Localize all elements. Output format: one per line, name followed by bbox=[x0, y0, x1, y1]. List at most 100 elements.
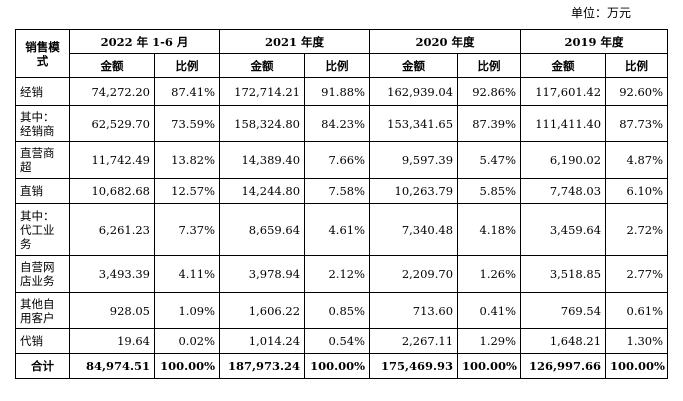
table-row: 直营商超 11,742.49 13.82% 14,389.40 7.66% 9,… bbox=[15, 141, 669, 179]
amount-cell: 11,742.49 bbox=[69, 141, 155, 179]
amount-header: 金额 bbox=[219, 53, 306, 78]
ratio-cell: 1.26% bbox=[457, 255, 522, 293]
header-row-metrics: 金额 比例 金额 比例 金额 比例 金额 比例 bbox=[16, 53, 669, 78]
ratio-cell: 0.61% bbox=[605, 292, 669, 329]
amount-cell: 158,324.80 bbox=[219, 105, 306, 142]
ratio-cell: 12.57% bbox=[153, 178, 221, 204]
ratio-cell: 4.87% bbox=[605, 141, 669, 179]
amount-cell: 14,389.40 bbox=[219, 141, 306, 179]
amount-cell: 7,340.48 bbox=[369, 203, 459, 256]
amount-cell: 126,997.66 bbox=[520, 353, 607, 379]
amount-cell: 14,244.80 bbox=[219, 178, 306, 204]
period-header: 2019 年度 bbox=[520, 29, 669, 54]
row-label: 经销 bbox=[15, 77, 70, 106]
amount-cell: 153,341.65 bbox=[369, 105, 459, 142]
amount-cell: 9,597.39 bbox=[369, 141, 459, 179]
amount-cell: 172,714.21 bbox=[219, 77, 306, 106]
ratio-cell: 13.82% bbox=[153, 141, 221, 179]
ratio-cell: 6.10% bbox=[605, 178, 669, 204]
ratio-cell: 0.85% bbox=[304, 292, 371, 329]
ratio-cell: 87.39% bbox=[457, 105, 522, 142]
row-label: 直营商超 bbox=[15, 141, 70, 179]
row-label: 其中：经销商 bbox=[15, 105, 70, 142]
amount-cell: 713.60 bbox=[369, 292, 459, 329]
amount-cell: 3,493.39 bbox=[69, 255, 155, 293]
amount-cell: 10,682.68 bbox=[69, 178, 155, 204]
row-label: 直销 bbox=[15, 178, 70, 204]
amount-cell: 769.54 bbox=[520, 292, 607, 329]
ratio-cell: 4.18% bbox=[457, 203, 522, 256]
ratio-cell: 7.58% bbox=[304, 178, 371, 204]
amount-cell: 74,272.20 bbox=[69, 77, 155, 106]
row-label: 其他自用客户 bbox=[15, 292, 70, 329]
amount-cell: 2,267.11 bbox=[369, 328, 459, 354]
amount-cell: 1,606.22 bbox=[219, 292, 306, 329]
amount-cell: 2,209.70 bbox=[369, 255, 459, 293]
sales-mode-table: 销售模式 2022 年 1-6 月 2021 年度 2020 年度 2019 年… bbox=[15, 29, 669, 379]
ratio-cell: 92.86% bbox=[457, 77, 522, 106]
period-header: 2021 年度 bbox=[219, 29, 371, 54]
amount-cell: 84,974.51 bbox=[69, 353, 155, 379]
total-label: 合计 bbox=[15, 353, 70, 379]
ratio-cell: 2.77% bbox=[605, 255, 669, 293]
ratio-cell: 7.37% bbox=[153, 203, 221, 256]
ratio-cell: 100.00% bbox=[153, 353, 221, 379]
period-header: 2022 年 1-6 月 bbox=[68, 29, 221, 54]
ratio-cell: 0.41% bbox=[457, 292, 522, 329]
amount-cell: 10,263.79 bbox=[369, 178, 459, 204]
ratio-cell: 100.00% bbox=[304, 353, 371, 379]
amount-cell: 117,601.42 bbox=[520, 77, 607, 106]
ratio-header: 比例 bbox=[153, 53, 221, 78]
amount-cell: 8,659.64 bbox=[219, 203, 306, 256]
ratio-cell: 92.60% bbox=[605, 77, 669, 106]
amount-header: 金额 bbox=[520, 53, 607, 78]
period-header: 2020 年度 bbox=[369, 29, 522, 54]
amount-cell: 3,459.64 bbox=[520, 203, 607, 256]
amount-cell: 3,518.85 bbox=[520, 255, 607, 293]
ratio-header: 比例 bbox=[304, 53, 371, 78]
ratio-cell: 87.73% bbox=[605, 105, 669, 142]
amount-cell: 1,648.21 bbox=[520, 328, 607, 354]
ratio-header: 比例 bbox=[605, 53, 669, 78]
ratio-cell: 5.47% bbox=[457, 141, 522, 179]
ratio-cell: 91.88% bbox=[304, 77, 371, 106]
ratio-cell: 2.72% bbox=[605, 203, 669, 256]
amount-cell: 19.64 bbox=[69, 328, 155, 354]
amount-header: 金额 bbox=[69, 53, 155, 78]
ratio-cell: 4.61% bbox=[304, 203, 371, 256]
ratio-cell: 4.11% bbox=[153, 255, 221, 293]
amount-cell: 1,014.24 bbox=[219, 328, 306, 354]
amount-cell: 6,261.23 bbox=[69, 203, 155, 256]
ratio-cell: 1.29% bbox=[457, 328, 522, 354]
amount-cell: 62,529.70 bbox=[69, 105, 155, 142]
ratio-cell: 0.02% bbox=[153, 328, 221, 354]
table-row: 其中：代工业务 6,261.23 7.37% 8,659.64 4.61% 7,… bbox=[15, 203, 669, 256]
header-row-periods: 销售模式 2022 年 1-6 月 2021 年度 2020 年度 2019 年… bbox=[15, 29, 669, 78]
amount-header: 金额 bbox=[369, 53, 459, 78]
amount-cell: 928.05 bbox=[69, 292, 155, 329]
ratio-cell: 73.59% bbox=[153, 105, 221, 142]
amount-cell: 162,939.04 bbox=[369, 77, 459, 106]
ratio-cell: 0.54% bbox=[304, 328, 371, 354]
table-row: 其他自用客户 928.05 1.09% 1,606.22 0.85% 713.6… bbox=[15, 292, 669, 329]
ratio-cell: 1.30% bbox=[605, 328, 669, 354]
row-label: 其中：代工业务 bbox=[15, 203, 70, 256]
unit-label: 单位：万元 bbox=[570, 6, 631, 20]
amount-cell: 175,469.93 bbox=[369, 353, 459, 379]
ratio-cell: 5.85% bbox=[457, 178, 522, 204]
amount-cell: 6,190.02 bbox=[520, 141, 607, 179]
amount-cell: 3,978.94 bbox=[219, 255, 306, 293]
row-label: 代销 bbox=[15, 328, 70, 354]
amount-cell: 7,748.03 bbox=[520, 178, 607, 204]
ratio-cell: 100.00% bbox=[457, 353, 522, 379]
amount-cell: 111,411.40 bbox=[520, 105, 607, 142]
ratio-cell: 7.66% bbox=[304, 141, 371, 179]
ratio-cell: 87.41% bbox=[153, 77, 221, 106]
ratio-cell: 100.00% bbox=[605, 353, 669, 379]
amount-cell: 187,973.24 bbox=[219, 353, 306, 379]
row-label: 自营网店业务 bbox=[15, 255, 70, 293]
mode-header: 销售模式 bbox=[15, 29, 70, 78]
table-row: 经销 74,272.20 87.41% 172,714.21 91.88% 16… bbox=[15, 77, 669, 106]
table-row: 代销 19.64 0.02% 1,014.24 0.54% 2,267.11 1… bbox=[15, 328, 669, 354]
table-row: 其中：经销商 62,529.70 73.59% 158,324.80 84.23… bbox=[15, 105, 669, 142]
